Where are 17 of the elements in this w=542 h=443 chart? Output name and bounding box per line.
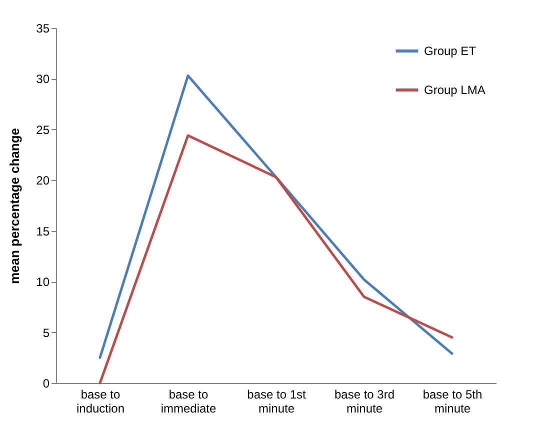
- y-axis-title: mean percentage change: [7, 128, 22, 284]
- y-tick-label: 15: [36, 224, 50, 238]
- x-tick-label: base to 1st minute: [247, 388, 307, 416]
- y-tick-label: 5: [42, 326, 50, 340]
- legend-label: Group ET: [424, 44, 477, 58]
- y-tick-label: 20: [36, 174, 50, 188]
- y-tick-label: 10: [36, 275, 50, 290]
- x-tick-label: base to induction: [76, 388, 125, 416]
- x-tick-label: base to 3rd minute: [334, 388, 395, 416]
- legend-label: Group LMA: [424, 83, 486, 97]
- y-tick-label: 0: [42, 376, 50, 390]
- line-series: [98, 134, 454, 384]
- y-tick-label: 25: [36, 122, 50, 137]
- x-tick-label: base to immediate: [160, 388, 216, 416]
- y-tick-label: 35: [36, 22, 50, 36]
- x-tick-label: base to 5th minute: [422, 388, 482, 416]
- y-tick-label: 30: [36, 72, 50, 86]
